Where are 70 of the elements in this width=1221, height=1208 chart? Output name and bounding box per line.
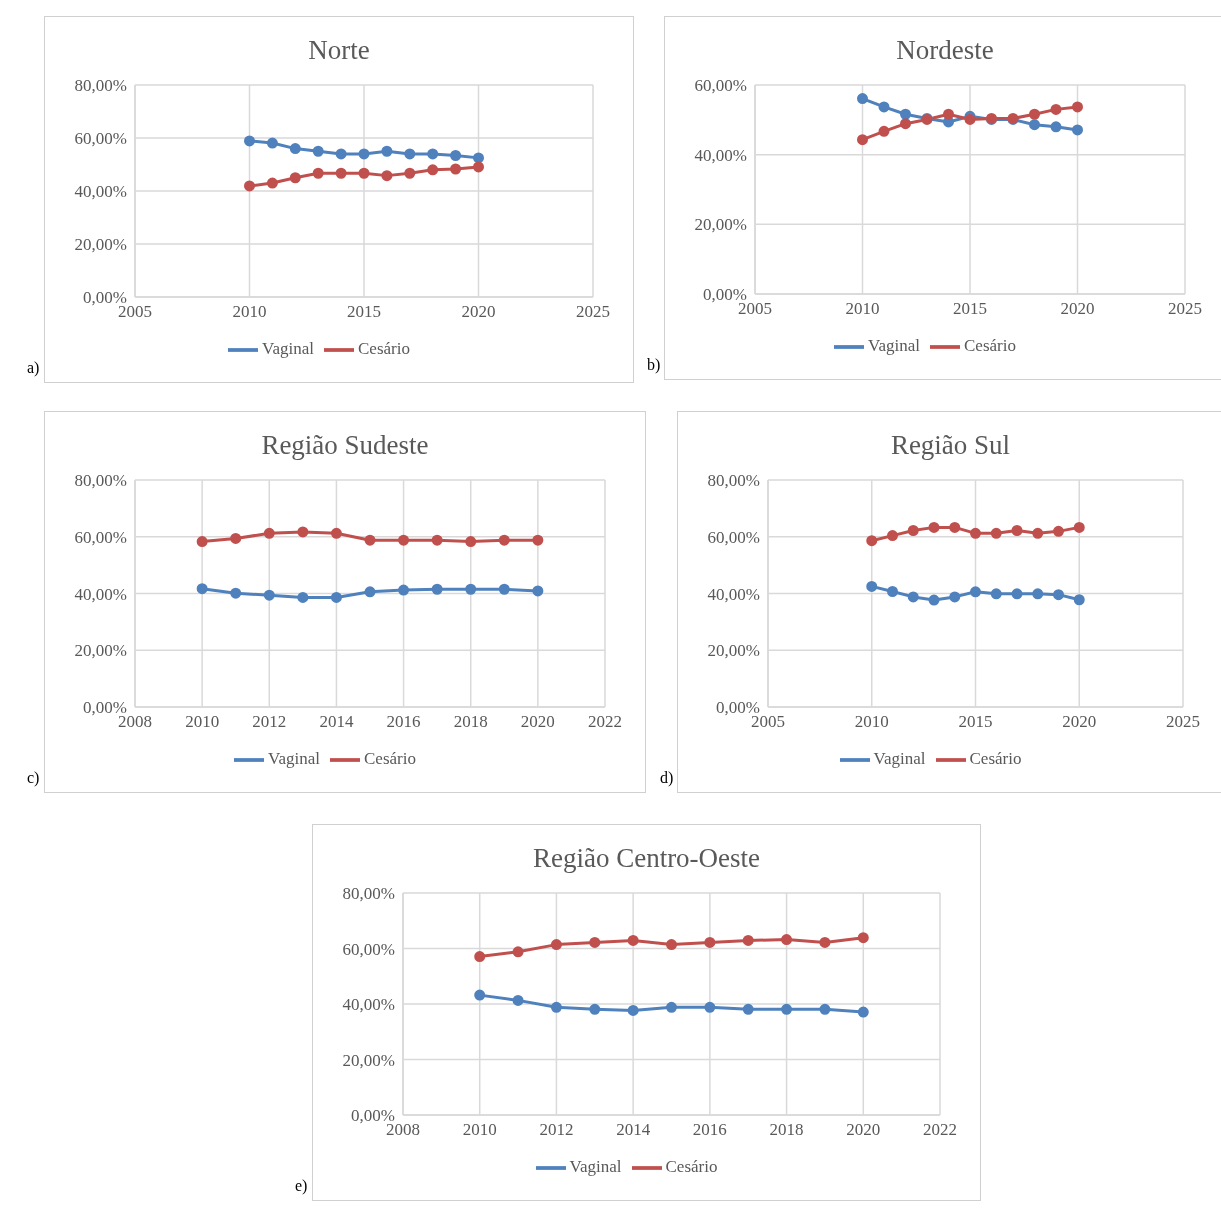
y-tick-label: 60,00% [707,527,760,547]
y-tick-label: 20,00% [342,1050,395,1070]
x-tick-label: 2010 [854,712,889,732]
y-tick-label: 60,00% [74,527,127,547]
chart-title: Região Centro-Oeste [531,843,762,875]
legend-label: Vaginal [569,1156,622,1176]
chart-title: Região Sul [889,430,1012,462]
x-tick-label: 2025 [576,302,610,322]
x-tick-label: 2020 [1062,712,1097,732]
y-tick-label: 40,00% [74,182,127,202]
x-tick-label: 2020 [461,302,496,322]
legend-label: Cesário [364,748,416,768]
y-tick-label: 80,00% [74,76,127,96]
x-tick-label: 2020 [1060,299,1095,319]
x-tick-label: 2010 [185,712,220,732]
x-tick-label: 2012 [252,712,287,732]
x-tick-label: 2022 [923,1120,957,1140]
x-tick-label: 2014 [616,1120,651,1140]
x-tick-label: 2008 [386,1120,420,1140]
x-tick-label: 2015 [958,712,993,732]
x-tick-label: 2008 [118,712,152,732]
y-tick-label: 40,00% [74,584,127,604]
legend-label: Cesário [358,338,410,358]
x-tick-label: 2015 [347,302,381,322]
legend-label: Cesário [969,748,1022,768]
y-tick-label: 60,00% [694,76,747,96]
text: a) [27,359,40,376]
x-tick-label: 2018 [453,712,488,732]
x-tick-label: 2022 [588,712,622,732]
y-tick-label: 20,00% [707,641,760,661]
y-tick-label: 20,00% [74,235,127,255]
legend-label: Vaginal [868,335,920,355]
text: c) [27,769,40,786]
y-tick-label: 40,00% [342,995,395,1015]
x-tick-label: 2018 [769,1120,804,1140]
y-tick-label: 40,00% [694,145,747,165]
x-tick-label: 2016 [386,712,421,732]
x-tick-label: 2012 [539,1120,574,1140]
chart-title: Nordeste [895,35,995,67]
y-tick-label: 20,00% [74,641,127,661]
y-tick-label: 20,00% [694,215,747,235]
chart-title: Norte [307,35,371,67]
y-tick-label: 80,00% [707,471,760,491]
text: b) [647,356,661,373]
legend-label: Vaginal [268,748,320,768]
x-tick-label: 2005 [751,712,785,732]
legend-label: Vaginal [873,748,926,768]
text: d) [660,769,674,786]
legend-label: Cesário [665,1156,718,1176]
y-tick-label: 40,00% [707,584,760,604]
x-tick-label: 2020 [846,1120,881,1140]
x-tick-label: 2025 [1166,712,1200,732]
y-tick-label: 60,00% [74,129,127,149]
chart-title: Região Sudeste [260,430,430,462]
x-tick-label: 2016 [692,1120,727,1140]
y-tick-label: 80,00% [74,471,127,491]
x-tick-label: 2005 [738,299,772,319]
legend-label: Cesário [964,335,1016,355]
x-tick-label: 2010 [462,1120,497,1140]
x-tick-label: 2025 [1168,299,1202,319]
x-tick-label: 2014 [319,712,354,732]
y-tick-label: 80,00% [342,884,395,904]
x-tick-label: 2015 [953,299,987,319]
x-tick-label: 2020 [520,712,555,732]
x-tick-label: 2010 [845,299,880,319]
y-tick-label: 60,00% [342,939,395,959]
x-tick-label: 2005 [118,302,152,322]
legend-label: Vaginal [262,338,314,358]
text: e) [295,1177,308,1194]
x-tick-label: 2010 [232,302,267,322]
